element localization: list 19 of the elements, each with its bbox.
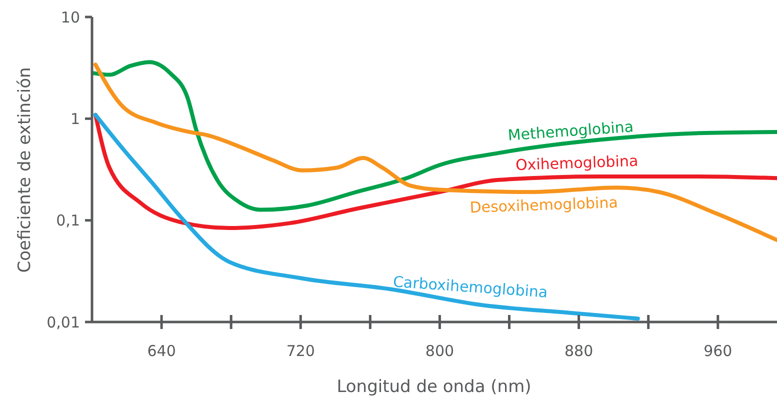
series-label: Carboxihemoglobina: [392, 272, 548, 302]
x-tick-label: 720: [286, 342, 315, 360]
series-label: Oxihemoglobina: [515, 152, 638, 174]
y-tick-label: 0,1: [56, 212, 80, 230]
series-label: Methemoglobina: [507, 118, 634, 144]
y-axis-title: Coeficiente de extinción: [15, 67, 35, 273]
line-series: [92, 60, 777, 212]
y-tick-label: 10: [60, 8, 80, 26]
line-series: [93, 112, 777, 230]
line-series: [93, 112, 640, 321]
x-axis-title: Longitud de onda (nm): [336, 377, 532, 397]
series-label: Desoxihemoglobina: [469, 193, 618, 217]
x-tick-label: 800: [425, 342, 454, 360]
x-tick-label: 640: [147, 342, 176, 360]
y-tick-label: 1: [70, 110, 80, 128]
x-tick-label: 960: [704, 342, 732, 360]
y-tick-label: 0,01: [46, 313, 80, 332]
x-tick-label: 880: [564, 342, 594, 360]
line-series: [93, 62, 777, 242]
